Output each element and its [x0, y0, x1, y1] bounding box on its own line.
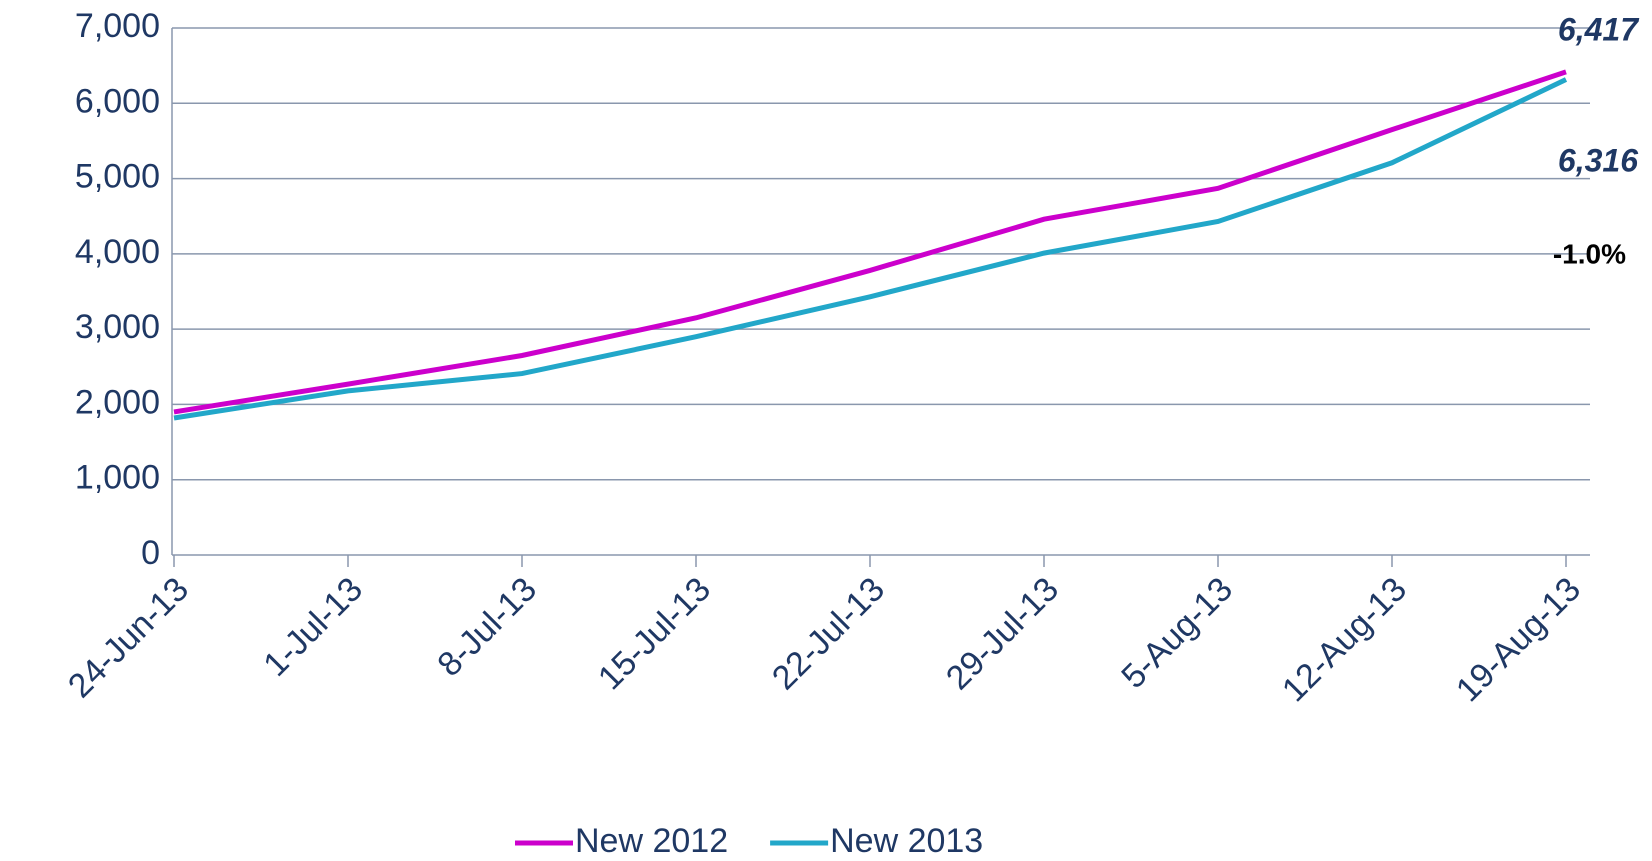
x-tick-label: 1-Jul-13 — [256, 570, 370, 684]
x-tick-label: 12-Aug-13 — [1275, 570, 1414, 709]
y-tick-label: 4,000 — [75, 233, 160, 271]
series-line — [173, 69, 1567, 415]
x-tick-label: 24-Jun-13 — [61, 570, 196, 705]
y-tick-label: 1,000 — [75, 459, 160, 497]
y-tick-label: 7,000 — [75, 7, 160, 45]
x-tick-label: 19-Aug-13 — [1449, 570, 1588, 709]
data-label: 6,417 — [1558, 11, 1640, 47]
y-tick-label: 2,000 — [75, 383, 160, 421]
data-label: 6,316 — [1558, 142, 1638, 178]
legend-label: New 2012 — [575, 822, 728, 860]
y-tick-label: 3,000 — [75, 308, 160, 346]
y-tick-label: 6,000 — [75, 82, 160, 120]
annotation: -1.0% — [1553, 238, 1626, 269]
x-tick-label: 5-Aug-13 — [1114, 570, 1240, 696]
x-tick-label: 29-Jul-13 — [939, 570, 1066, 697]
x-tick-label: 22-Jul-13 — [765, 570, 892, 697]
y-tick-label: 5,000 — [75, 158, 160, 196]
y-tick-label: 0 — [141, 534, 160, 572]
x-tick-label: 8-Jul-13 — [430, 570, 544, 684]
series-line — [173, 77, 1568, 421]
x-tick-label: 15-Jul-13 — [591, 570, 718, 697]
legend-label: New 2013 — [830, 822, 983, 860]
